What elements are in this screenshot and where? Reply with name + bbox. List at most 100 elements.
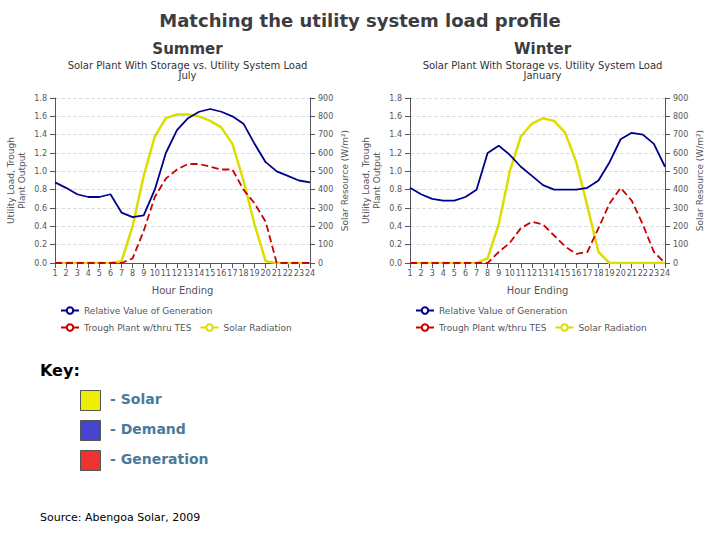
svg-text:1.4: 1.4	[389, 130, 402, 139]
svg-text:500: 500	[673, 167, 688, 176]
svg-text:- Generation: - Generation	[110, 451, 209, 467]
svg-text:800: 800	[673, 112, 688, 121]
svg-text:300: 300	[673, 204, 688, 213]
svg-text:900: 900	[673, 94, 688, 103]
svg-text:700: 700	[673, 130, 688, 139]
svg-text:1: 1	[407, 269, 412, 278]
svg-text:1.2: 1.2	[34, 149, 47, 158]
svg-text:1.4: 1.4	[34, 130, 47, 139]
svg-text:12: 12	[172, 269, 182, 278]
svg-text:22: 22	[638, 269, 648, 278]
svg-text:21: 21	[627, 269, 637, 278]
svg-text:- Demand: - Demand	[110, 421, 186, 437]
svg-text:19: 19	[604, 269, 614, 278]
svg-text:0: 0	[318, 259, 323, 268]
svg-text:21: 21	[272, 269, 282, 278]
svg-text:0.6: 0.6	[389, 204, 402, 213]
svg-text:Solar Radiation: Solar Radiation	[578, 323, 646, 333]
svg-text:Winter: Winter	[514, 40, 572, 58]
svg-text:1.0: 1.0	[34, 167, 47, 176]
svg-text:600: 600	[673, 149, 688, 158]
svg-text:23: 23	[294, 269, 304, 278]
svg-text:Matching the utility system lo: Matching the utility system load profile	[159, 10, 560, 31]
svg-text:Hour Ending: Hour Ending	[152, 285, 214, 296]
svg-text:0.6: 0.6	[34, 204, 47, 213]
svg-text:Solar Radiation: Solar Radiation	[223, 323, 291, 333]
svg-text:Utility Load, Trough: Utility Load, Trough	[6, 137, 16, 224]
svg-text:200: 200	[318, 222, 333, 231]
svg-text:11: 11	[161, 269, 171, 278]
svg-text:5: 5	[97, 269, 102, 278]
svg-text:Hour Ending: Hour Ending	[507, 285, 569, 296]
svg-text:3: 3	[430, 269, 435, 278]
svg-text:6: 6	[463, 269, 468, 278]
svg-text:2: 2	[419, 269, 424, 278]
svg-text:7: 7	[474, 269, 479, 278]
svg-text:23: 23	[649, 269, 659, 278]
svg-text:900: 900	[318, 94, 333, 103]
svg-text:0.4: 0.4	[34, 222, 47, 231]
svg-text:Plant Output: Plant Output	[17, 152, 27, 209]
svg-text:17: 17	[227, 269, 237, 278]
svg-text:13: 13	[538, 269, 548, 278]
svg-text:Plant Output: Plant Output	[372, 152, 382, 209]
svg-text:0.8: 0.8	[389, 185, 402, 194]
svg-text:Key:: Key:	[40, 361, 80, 380]
svg-text:1.6: 1.6	[34, 112, 47, 121]
svg-text:4: 4	[86, 269, 91, 278]
svg-text:400: 400	[318, 185, 333, 194]
svg-text:0.4: 0.4	[389, 222, 402, 231]
svg-text:- Solar: - Solar	[110, 391, 162, 407]
svg-text:8: 8	[485, 269, 490, 278]
svg-text:0.8: 0.8	[34, 185, 47, 194]
svg-text:16: 16	[216, 269, 226, 278]
svg-text:Relative Value of Generation: Relative Value of Generation	[439, 306, 567, 316]
svg-text:0.2: 0.2	[34, 240, 47, 249]
svg-text:July: July	[178, 70, 197, 81]
svg-text:Trough Plant w/thru TES: Trough Plant w/thru TES	[83, 323, 192, 333]
svg-text:22: 22	[283, 269, 293, 278]
svg-text:1: 1	[52, 269, 57, 278]
svg-text:15: 15	[205, 269, 215, 278]
svg-text:24: 24	[660, 269, 670, 278]
svg-text:0.2: 0.2	[389, 240, 402, 249]
svg-text:24: 24	[305, 269, 315, 278]
svg-text:3: 3	[75, 269, 80, 278]
svg-text:20: 20	[616, 269, 626, 278]
svg-text:0: 0	[673, 259, 678, 268]
svg-text:14: 14	[549, 269, 559, 278]
svg-text:Source: Abengoa Solar, 2009: Source: Abengoa Solar, 2009	[40, 511, 200, 524]
svg-text:2: 2	[64, 269, 69, 278]
svg-text:100: 100	[318, 240, 333, 249]
svg-text:400: 400	[673, 185, 688, 194]
svg-text:500: 500	[318, 167, 333, 176]
svg-text:10: 10	[150, 269, 160, 278]
svg-text:13: 13	[183, 269, 193, 278]
svg-text:1.2: 1.2	[389, 149, 402, 158]
svg-text:5: 5	[452, 269, 457, 278]
svg-text:0.0: 0.0	[34, 259, 47, 268]
svg-text:Trough Plant w/thru TES: Trough Plant w/thru TES	[438, 323, 547, 333]
svg-text:7: 7	[119, 269, 124, 278]
svg-text:Summer: Summer	[152, 40, 223, 58]
svg-text:800: 800	[318, 112, 333, 121]
svg-text:10: 10	[505, 269, 515, 278]
svg-text:9: 9	[141, 269, 146, 278]
svg-text:January: January	[523, 70, 562, 81]
svg-text:12: 12	[527, 269, 537, 278]
svg-text:200: 200	[673, 222, 688, 231]
svg-text:1.6: 1.6	[389, 112, 402, 121]
svg-text:20: 20	[261, 269, 271, 278]
svg-text:15: 15	[560, 269, 570, 278]
svg-text:Utility Load, Trough: Utility Load, Trough	[361, 137, 371, 224]
svg-text:8: 8	[130, 269, 135, 278]
svg-text:Solar Resource (W/m²): Solar Resource (W/m²)	[695, 130, 705, 231]
svg-text:Relative Value of Generation: Relative Value of Generation	[84, 306, 212, 316]
svg-text:0.0: 0.0	[389, 259, 402, 268]
svg-text:100: 100	[673, 240, 688, 249]
svg-text:1.8: 1.8	[34, 94, 47, 103]
svg-text:9: 9	[496, 269, 501, 278]
svg-text:14: 14	[194, 269, 204, 278]
svg-text:19: 19	[249, 269, 259, 278]
svg-text:17: 17	[582, 269, 592, 278]
